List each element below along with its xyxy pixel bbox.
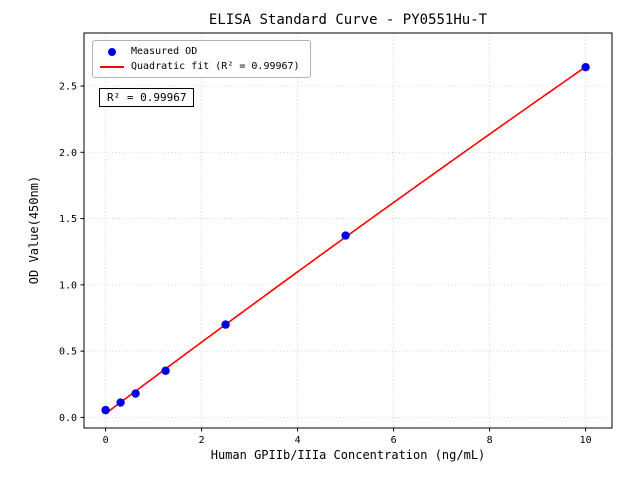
- legend-entry-measured-od: Measured OD: [100, 46, 300, 57]
- measured-od-point: [161, 366, 170, 375]
- x-tick-label: 0: [103, 435, 109, 446]
- x-tick-label: 6: [391, 435, 397, 446]
- y-tick-label: 1.0: [59, 280, 77, 291]
- y-tick-label: 2.5: [59, 82, 77, 93]
- r-squared-annotation: R² = 0.99967: [99, 88, 195, 107]
- measured-od-point: [131, 389, 140, 398]
- legend: Measured OD Quadratic fit (R² = 0.99967): [92, 40, 311, 78]
- y-tick-label: 0.0: [59, 413, 77, 424]
- y-tick-label: 1.5: [59, 214, 77, 225]
- measured-od-point: [221, 320, 230, 329]
- measured-od-point: [341, 231, 350, 240]
- legend-entry-quadratic-fit: Quadratic fit (R² = 0.99967): [100, 61, 300, 72]
- chart-title: ELISA Standard Curve - PY0551Hu-T: [208, 12, 488, 28]
- legend-label-measured-od: Measured OD: [131, 46, 198, 57]
- x-axis-label: Human GPIIb/IIIa Concentration (ng/mL): [210, 448, 486, 462]
- plot-frame: [83, 32, 613, 429]
- measured-od-point: [116, 398, 125, 407]
- x-tick-label: 10: [580, 435, 592, 446]
- x-tick-label: 8: [487, 435, 493, 446]
- measured-od-point: [101, 405, 110, 415]
- x-tick-label: 4: [295, 435, 301, 446]
- y-axis-label: OD Value(450nm): [27, 175, 41, 285]
- y-tick-label: 0.5: [59, 347, 77, 358]
- y-tick-label: 2.0: [59, 148, 77, 159]
- measured-od-point: [581, 62, 590, 72]
- legend-label-quadratic-fit: Quadratic fit (R² = 0.99967): [131, 61, 300, 72]
- x-tick-label: 2: [199, 435, 205, 446]
- fit-line-icon: [100, 65, 124, 68]
- quadratic-fit-line: [105, 66, 587, 415]
- measured-od-dot-icon: [100, 47, 124, 56]
